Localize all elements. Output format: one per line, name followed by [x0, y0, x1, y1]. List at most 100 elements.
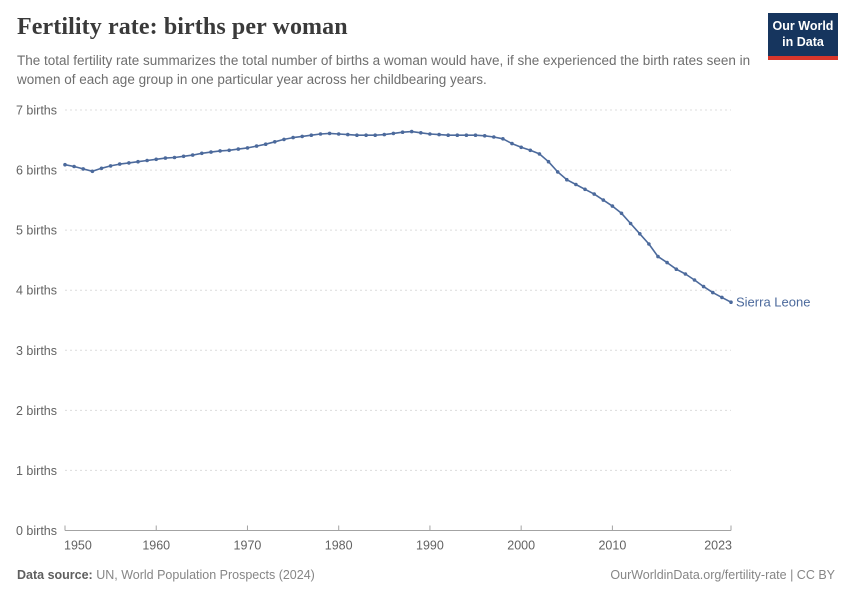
- data-point: [683, 272, 688, 276]
- data-point: [136, 159, 140, 164]
- data-point: [200, 151, 204, 156]
- data-point: [163, 156, 168, 160]
- data-point: [245, 146, 250, 150]
- data-point: [501, 137, 505, 141]
- data-point: [510, 141, 514, 146]
- data-point: [218, 149, 222, 153]
- data-point: [711, 290, 715, 295]
- data-point: [90, 169, 95, 174]
- data-point: [592, 192, 596, 196]
- x-tick-label: 2010: [598, 539, 626, 553]
- data-point: [428, 132, 432, 136]
- data-point: [236, 147, 241, 151]
- data-source-label: Data source:: [17, 568, 93, 582]
- data-point: [601, 198, 606, 202]
- x-tick-label: 1970: [234, 539, 262, 553]
- data-point: [437, 132, 441, 137]
- y-tick-label: 4 births: [16, 284, 57, 298]
- chart-footer: Data source: UN, World Population Prospe…: [17, 568, 835, 582]
- data-point: [628, 221, 633, 226]
- data-point: [318, 132, 323, 136]
- data-point: [482, 134, 487, 138]
- data-point: [181, 154, 186, 159]
- data-point: [263, 142, 268, 146]
- data-point: [127, 161, 131, 165]
- data-point: [373, 133, 378, 137]
- data-point: [382, 132, 387, 137]
- data-point: [291, 135, 295, 140]
- data-point: [300, 134, 305, 139]
- data-point: [190, 153, 195, 157]
- data-source: Data source: UN, World Population Prospe…: [17, 568, 315, 582]
- data-source-text: UN, World Population Prospects (2024): [92, 568, 315, 582]
- x-tick-label: 2000: [507, 539, 535, 553]
- data-point: [546, 159, 551, 164]
- data-point: [327, 131, 332, 136]
- data-point: [63, 162, 67, 167]
- data-point: [355, 133, 359, 137]
- chart-subtitle: The total fertility rate summarizes the …: [17, 53, 751, 88]
- owid-logo-line2: in Data: [782, 35, 824, 50]
- data-point: [455, 133, 460, 137]
- data-point: [638, 232, 642, 236]
- data-point: [692, 278, 697, 282]
- data-point: [154, 157, 158, 162]
- x-tick-label: 1950: [64, 539, 92, 553]
- data-point: [99, 166, 104, 171]
- data-point: [565, 177, 569, 182]
- y-tick-label: 1 births: [16, 464, 57, 478]
- data-point: [720, 295, 724, 300]
- data-point: [619, 211, 624, 216]
- data-point: [273, 140, 277, 144]
- entity-label: Sierra Leone: [736, 295, 810, 310]
- y-tick-label: 7 births: [16, 104, 57, 118]
- data-point: [419, 131, 423, 135]
- page-title: Fertility rate: births per woman: [17, 14, 348, 40]
- data-point: [492, 135, 496, 139]
- data-point: [656, 254, 660, 259]
- data-point: [336, 132, 341, 136]
- data-point: [309, 133, 314, 137]
- data-point: [172, 155, 177, 160]
- data-point: [583, 187, 587, 192]
- data-point: [610, 204, 615, 208]
- data-point: [227, 148, 231, 153]
- data-point: [108, 164, 113, 168]
- data-point: [473, 133, 478, 137]
- y-tick-label: 5 births: [16, 224, 57, 238]
- data-point: [446, 133, 451, 137]
- y-tick-label: 3 births: [16, 344, 57, 358]
- data-point: [117, 162, 122, 166]
- data-point: [209, 150, 213, 154]
- data-point: [145, 158, 149, 163]
- data-point: [346, 132, 350, 137]
- data-point: [400, 130, 405, 134]
- data-point: [464, 133, 469, 137]
- data-point: [72, 164, 76, 169]
- y-tick-label: 6 births: [16, 164, 57, 178]
- data-point: [729, 300, 733, 305]
- data-point: [528, 148, 533, 153]
- x-tick-label: 2023: [704, 539, 732, 553]
- y-tick-label: 2 births: [16, 404, 57, 418]
- data-point: [537, 152, 542, 156]
- data-point: [81, 167, 85, 171]
- x-tick-label: 1990: [416, 539, 444, 553]
- data-point: [701, 284, 706, 289]
- data-point: [254, 144, 259, 148]
- data-point: [674, 267, 679, 272]
- data-point: [665, 260, 669, 265]
- credit-link[interactable]: OurWorldinData.org/fertility-rate | CC B…: [610, 568, 835, 582]
- owid-logo: Our World in Data: [768, 13, 838, 60]
- x-tick-label: 1960: [142, 539, 170, 553]
- data-point: [647, 242, 651, 246]
- data-point: [574, 182, 578, 187]
- data-point: [364, 133, 368, 137]
- x-tick-label: 1980: [325, 539, 353, 553]
- owid-logo-line1: Our World: [772, 19, 834, 33]
- data-point: [409, 129, 414, 134]
- y-tick-label: 0 births: [16, 524, 57, 538]
- data-point: [391, 131, 396, 136]
